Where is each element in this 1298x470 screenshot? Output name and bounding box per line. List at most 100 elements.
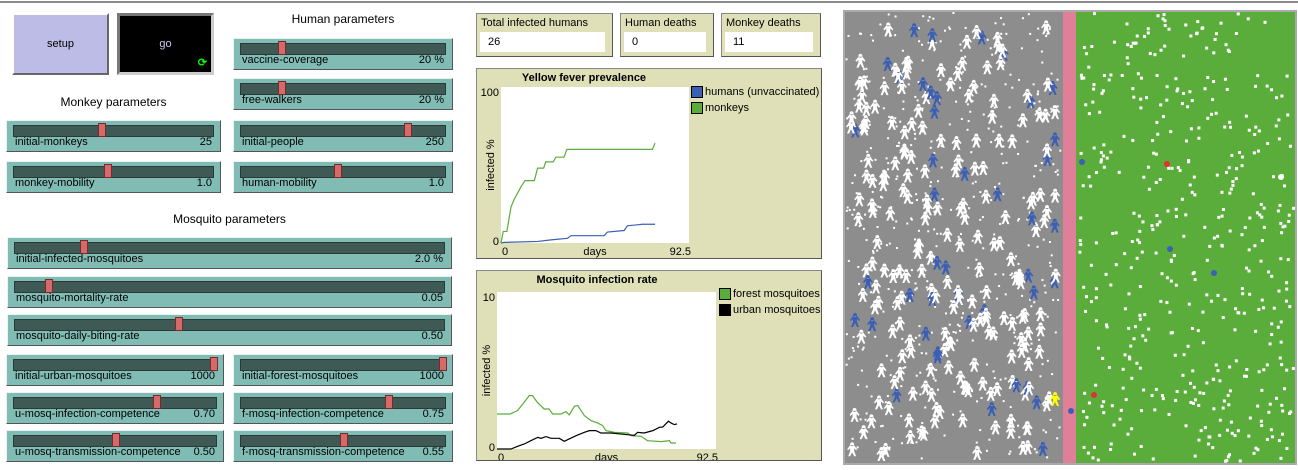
slider-track[interactable] [13, 125, 214, 137]
slider-track[interactable] [13, 166, 214, 178]
human [927, 35, 938, 50]
monkey-parameters-heading: Monkey parameters [60, 95, 167, 109]
slider-free-walkers[interactable]: free-walkers 20 % [233, 78, 453, 110]
mosquito [1099, 160, 1103, 164]
mosquito [1054, 331, 1057, 334]
mosquito [1017, 218, 1020, 221]
slider-thumb[interactable] [79, 240, 88, 254]
mosquito [897, 144, 900, 147]
slider-f-mosq-transmission-competence[interactable]: f-mosq-transmission-competence 0.55 [233, 430, 453, 462]
slider-thumb[interactable] [278, 81, 287, 95]
human [1040, 108, 1051, 123]
mosquito [1078, 250, 1082, 254]
monkey [1068, 408, 1074, 414]
setup-button[interactable]: setup [12, 13, 109, 75]
mosquito [864, 418, 867, 421]
slider-thumb[interactable] [210, 357, 218, 371]
mosquito [1247, 434, 1251, 438]
slider-mosquito-mortality-rate[interactable]: mosquito-mortality-rate 0.05 [7, 276, 452, 308]
mosquito [1038, 338, 1041, 341]
human [989, 237, 1000, 252]
mosquito [1240, 287, 1244, 291]
slider-thumb[interactable] [174, 317, 183, 331]
mosquito [1197, 136, 1201, 140]
slider-initial-people[interactable]: initial-people 250 [233, 120, 453, 152]
mosquito [1102, 411, 1106, 415]
world-canvas[interactable] [845, 12, 1295, 463]
slider-vaccine-coverage[interactable]: vaccine-coverage 20 % [233, 38, 453, 70]
mosquito [979, 191, 982, 194]
go-button[interactable]: go ⟳ [117, 13, 214, 75]
slider-u-mosq-infection-competence[interactable]: u-mosq-infection-competence 0.70 [6, 392, 224, 424]
slider-track[interactable] [240, 166, 446, 178]
slider-u-mosq-transmission-competence[interactable]: u-mosq-transmission-competence 0.50 [6, 430, 224, 462]
human [1005, 252, 1016, 267]
mosquito [1138, 229, 1142, 233]
slider-track[interactable] [14, 319, 445, 331]
slider-initial-forest-mosquitoes[interactable]: initial-forest-mosquitoes 1000 [233, 354, 453, 386]
slider-f-mosq-infection-competence[interactable]: f-mosq-infection-competence 0.75 [233, 392, 453, 424]
human [922, 194, 933, 209]
slider-thumb[interactable] [45, 279, 54, 293]
slider-thumb[interactable] [333, 164, 342, 178]
mosquito [1248, 416, 1252, 420]
mosquito [1201, 310, 1205, 314]
world-view[interactable] [843, 10, 1297, 465]
slider-thumb[interactable] [278, 41, 287, 55]
slider-thumb[interactable] [98, 123, 107, 137]
slider-thumb[interactable] [152, 395, 161, 409]
mosquito [914, 137, 917, 140]
slider-mosquito-daily-biting-rate[interactable]: mosquito-daily-biting-rate 0.50 [7, 314, 452, 346]
slider-initial-urban-mosquitoes[interactable]: initial-urban-mosquitoes 1000 [6, 354, 224, 386]
mosquito [1225, 428, 1229, 432]
slider-track[interactable] [14, 242, 445, 254]
mosquito [1189, 127, 1193, 131]
mosquito [1100, 404, 1104, 408]
slider-value: 0.70 [193, 408, 215, 420]
human [918, 426, 929, 441]
slider-thumb[interactable] [112, 433, 120, 447]
slider-track[interactable] [240, 125, 446, 137]
slider-thumb[interactable] [439, 357, 447, 371]
mosquito [927, 364, 930, 367]
series-line-urban-mosquitoes [497, 420, 678, 450]
mosquito [1199, 429, 1203, 433]
slider-thumb[interactable] [104, 164, 113, 178]
human [887, 324, 898, 339]
slider-track[interactable] [13, 397, 217, 409]
slider-monkey-mobility[interactable]: monkey-mobility 1.0 [6, 161, 221, 193]
mosquito [1082, 285, 1086, 289]
mosquito [910, 217, 913, 220]
slider-human-mobility[interactable]: human-mobility 1.0 [233, 161, 453, 193]
mosquito [1008, 453, 1011, 456]
slider-thumb[interactable] [385, 395, 394, 409]
slider-track[interactable] [14, 281, 445, 293]
mosquito [1079, 242, 1083, 246]
mosquito [1276, 325, 1280, 329]
mosquito [1181, 373, 1185, 377]
mosquito [967, 266, 970, 269]
mosquito [1246, 17, 1250, 21]
mosquito [1133, 325, 1137, 329]
mosquito [1184, 424, 1188, 428]
slider-thumb[interactable] [340, 433, 348, 447]
mosquito [1170, 166, 1174, 170]
mosquito [904, 366, 907, 369]
mosquito [1049, 265, 1052, 268]
human [880, 170, 891, 185]
mosquito [1165, 276, 1169, 280]
slider-track[interactable] [240, 83, 446, 95]
mosquito [1121, 367, 1125, 371]
slider-initial-infected-mosquitoes[interactable]: initial-infected-mosquitoes 2.0 % [7, 237, 452, 269]
mosquito [845, 58, 848, 61]
slider-thumb[interactable] [403, 123, 412, 137]
human [886, 115, 897, 130]
slider-track[interactable] [240, 43, 446, 55]
mosquito [1041, 363, 1044, 366]
slider-track[interactable] [240, 397, 446, 409]
mosquito [851, 182, 854, 185]
mosquito [900, 276, 903, 279]
mosquito [1221, 316, 1225, 320]
mosquito [1288, 305, 1292, 309]
slider-initial-monkeys[interactable]: initial-monkeys 25 [6, 120, 221, 152]
